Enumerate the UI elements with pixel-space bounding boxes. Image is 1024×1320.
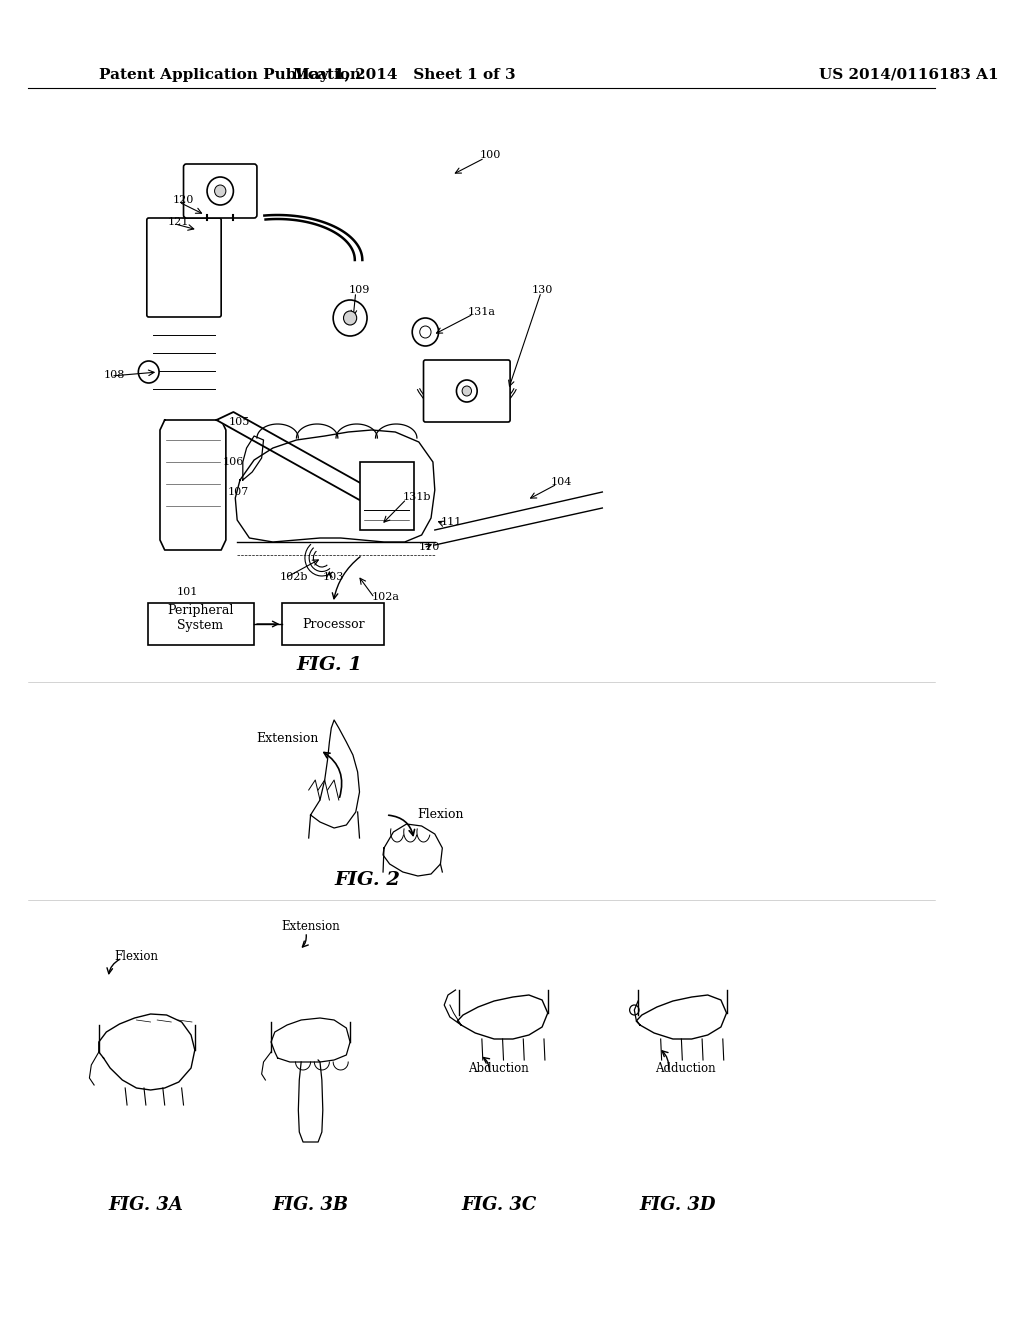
Text: Flexion: Flexion [115, 950, 159, 964]
Circle shape [333, 300, 367, 337]
Text: 107: 107 [227, 487, 249, 498]
FancyBboxPatch shape [359, 462, 414, 531]
Polygon shape [160, 420, 226, 550]
Text: FIG. 3C: FIG. 3C [461, 1196, 537, 1214]
Text: 103: 103 [323, 572, 344, 582]
FancyBboxPatch shape [283, 603, 384, 645]
Text: 130: 130 [531, 285, 553, 294]
Text: May 1, 2014   Sheet 1 of 3: May 1, 2014 Sheet 1 of 3 [294, 69, 516, 82]
Text: FIG. 1: FIG. 1 [296, 656, 362, 675]
Circle shape [138, 360, 159, 383]
Text: Patent Application Publication: Patent Application Publication [99, 69, 360, 82]
Circle shape [457, 380, 477, 403]
FancyBboxPatch shape [183, 164, 257, 218]
Circle shape [462, 385, 471, 396]
Text: 100: 100 [480, 150, 502, 160]
Text: FIG. 3D: FIG. 3D [639, 1196, 716, 1214]
Text: FIG. 2: FIG. 2 [334, 871, 400, 888]
Text: US 2014/0116183 A1: US 2014/0116183 A1 [819, 69, 998, 82]
Text: Flexion: Flexion [417, 808, 464, 821]
Text: FIG. 3B: FIG. 3B [272, 1196, 348, 1214]
Circle shape [207, 177, 233, 205]
Text: Abduction: Abduction [468, 1063, 529, 1074]
Polygon shape [216, 412, 377, 500]
Text: 101: 101 [177, 587, 199, 597]
Text: 131a: 131a [468, 308, 496, 317]
Circle shape [630, 1005, 639, 1015]
Text: Extension: Extension [256, 733, 318, 744]
FancyBboxPatch shape [146, 218, 221, 317]
Text: 105: 105 [228, 417, 250, 426]
Text: 120: 120 [172, 195, 194, 205]
Circle shape [343, 312, 356, 325]
Text: Adduction: Adduction [654, 1063, 716, 1074]
Text: 104: 104 [551, 477, 572, 487]
Text: 102a: 102a [372, 591, 399, 602]
Text: 109: 109 [348, 285, 370, 294]
Text: 106: 106 [223, 457, 245, 467]
FancyBboxPatch shape [147, 603, 254, 645]
Circle shape [413, 318, 438, 346]
Circle shape [215, 185, 226, 197]
Text: 131b: 131b [402, 492, 431, 502]
Text: 108: 108 [103, 370, 125, 380]
Text: 102b: 102b [280, 572, 308, 582]
Text: FIG. 3A: FIG. 3A [109, 1196, 183, 1214]
Text: 121: 121 [168, 216, 188, 227]
Text: Peripheral
System: Peripheral System [167, 605, 233, 632]
Text: Processor: Processor [302, 618, 365, 631]
Text: 111: 111 [440, 517, 462, 527]
FancyBboxPatch shape [424, 360, 510, 422]
Circle shape [420, 326, 431, 338]
Text: Extension: Extension [282, 920, 340, 933]
Text: 110: 110 [419, 543, 440, 552]
